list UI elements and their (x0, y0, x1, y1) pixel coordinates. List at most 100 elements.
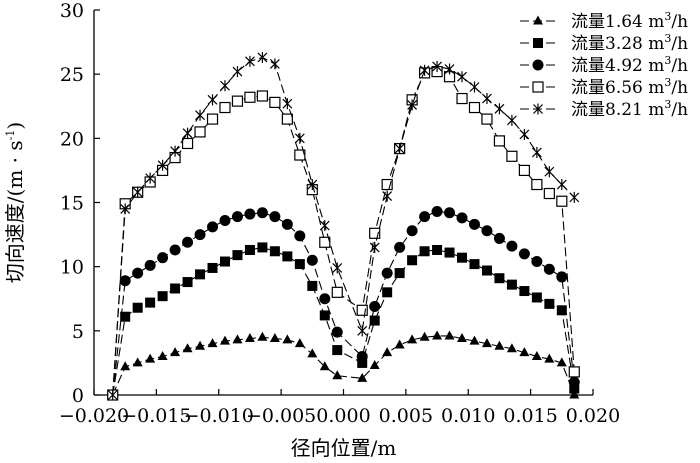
y-tick-label: 15 (60, 193, 84, 215)
data-point (544, 298, 555, 309)
data-point (170, 347, 181, 357)
data-point (219, 256, 230, 267)
data-point (257, 51, 268, 63)
data-point (206, 113, 219, 125)
data-point (369, 300, 381, 312)
data-point (170, 283, 181, 294)
legend-label: 流量6.56 m3/h (571, 76, 688, 98)
data-point (132, 302, 143, 313)
data-point (269, 333, 280, 343)
y-tick-label: 10 (60, 257, 84, 279)
data-point (245, 55, 255, 67)
data-point (444, 207, 456, 219)
data-point (332, 370, 343, 380)
data-point (506, 114, 517, 126)
x-tick-label: 0.020 (566, 405, 620, 427)
data-point (331, 286, 343, 298)
y-tick-label: 30 (60, 0, 84, 22)
data-point (219, 335, 230, 345)
data-point (419, 246, 430, 257)
data-point (456, 92, 468, 105)
data-point (169, 244, 181, 256)
data-point (257, 242, 268, 253)
data-point (481, 265, 492, 276)
data-point (382, 347, 393, 357)
data-point (457, 252, 468, 263)
data-point (319, 236, 331, 248)
data-point (207, 221, 219, 233)
data-point (195, 340, 206, 350)
data-point (544, 166, 555, 178)
data-point (269, 58, 280, 70)
y-tick-label: 5 (72, 321, 84, 343)
data-point (120, 203, 131, 215)
data-point (182, 343, 193, 353)
data-point (294, 149, 306, 161)
data-point (444, 330, 455, 340)
data-point (145, 297, 156, 308)
data-point (120, 311, 131, 322)
y-tick-label: 25 (60, 64, 84, 86)
data-point (319, 293, 331, 305)
data-point (432, 244, 443, 255)
data-point (306, 254, 318, 266)
data-point (282, 334, 293, 344)
legend-item: 流量8.21 m3/h (520, 98, 688, 120)
data-point (294, 132, 305, 144)
data-point (269, 211, 281, 223)
data-point (506, 343, 517, 353)
data-point (531, 178, 543, 191)
data-point (357, 357, 368, 368)
y-axis-title: 切向速度/(m · s-1) (3, 122, 27, 283)
data-point (532, 81, 544, 93)
data-point (145, 172, 156, 184)
data-point (394, 241, 406, 253)
data-point (207, 94, 218, 106)
data-point (494, 103, 505, 115)
data-point (207, 338, 218, 348)
series-line (112, 335, 575, 396)
data-point (181, 137, 194, 150)
data-point (107, 389, 118, 401)
data-point (219, 214, 231, 226)
data-point (394, 268, 405, 279)
data-point (519, 128, 530, 140)
data-point (519, 347, 530, 357)
x-axis-title: 径向位置/m (291, 436, 397, 460)
data-point (319, 220, 330, 232)
data-point (468, 101, 481, 114)
data-point (556, 357, 567, 367)
data-point (369, 359, 380, 369)
data-point (481, 113, 493, 125)
data-point (294, 338, 305, 348)
data-point (556, 271, 568, 283)
data-point (518, 248, 530, 260)
data-point (493, 135, 506, 147)
data-point (469, 81, 480, 93)
data-point (569, 191, 580, 203)
data-point (331, 326, 343, 338)
x-tick-label: 0.015 (503, 405, 557, 427)
legend-label: 流量4.92 m3/h (571, 54, 688, 76)
data-point (533, 103, 543, 115)
data-point (357, 325, 368, 337)
data-point (494, 273, 505, 284)
data-point (232, 66, 243, 78)
x-tick-label: −0.015 (121, 405, 191, 427)
legend-label: 流量3.28 m3/h (571, 32, 688, 54)
data-point (456, 212, 468, 224)
data-point (382, 287, 393, 298)
data-point (356, 304, 368, 316)
data-point (369, 315, 380, 326)
data-point (482, 93, 492, 105)
data-point (568, 376, 580, 388)
data-point (494, 340, 505, 350)
x-tick-label: 0.000 (316, 405, 370, 427)
data-point (468, 218, 480, 230)
data-point (556, 195, 568, 207)
data-point (332, 345, 343, 356)
data-point (357, 372, 368, 382)
data-point (195, 109, 205, 121)
series-line (112, 210, 575, 396)
